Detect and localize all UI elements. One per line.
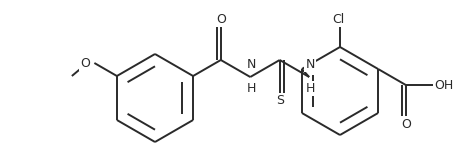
Text: Cl: Cl bbox=[332, 13, 344, 26]
Text: N: N bbox=[305, 58, 315, 71]
Text: N: N bbox=[246, 58, 256, 71]
Text: H: H bbox=[246, 82, 256, 95]
Text: O: O bbox=[81, 56, 90, 69]
Text: S: S bbox=[276, 95, 284, 108]
Text: OH: OH bbox=[434, 78, 454, 91]
Text: H: H bbox=[305, 82, 315, 95]
Text: O: O bbox=[216, 13, 226, 26]
Text: O: O bbox=[401, 118, 411, 131]
